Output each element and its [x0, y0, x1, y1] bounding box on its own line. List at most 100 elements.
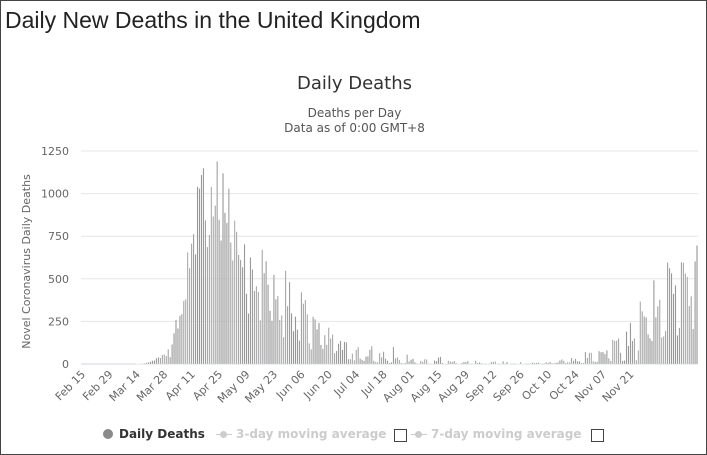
bar — [420, 360, 422, 365]
bar — [355, 349, 357, 365]
bar — [318, 322, 320, 365]
bar — [535, 362, 538, 365]
bar — [382, 351, 385, 365]
bar — [629, 322, 632, 365]
bar — [494, 361, 497, 365]
bar — [608, 358, 610, 365]
bar — [335, 350, 338, 365]
bar — [302, 303, 305, 365]
bar — [232, 260, 234, 365]
bar — [453, 360, 455, 365]
bar — [549, 361, 551, 365]
bar — [551, 363, 553, 365]
bar — [627, 345, 630, 365]
bar — [455, 362, 457, 365]
bar — [439, 356, 442, 365]
bar — [333, 352, 336, 365]
bar — [619, 352, 622, 365]
bar — [349, 358, 352, 365]
bar — [257, 291, 260, 365]
bar — [357, 346, 359, 365]
bar — [337, 343, 340, 365]
bar — [617, 338, 620, 365]
bar — [310, 349, 312, 365]
legend-checkbox-7-day[interactable] — [591, 429, 604, 442]
bar — [151, 360, 154, 365]
bar — [580, 362, 583, 365]
bar — [275, 299, 277, 365]
bar — [339, 340, 342, 365]
chart-subtitle-date: Data as of 0:00 GMT+8 — [284, 121, 425, 135]
bar — [143, 362, 146, 365]
bar — [390, 361, 393, 365]
legend-label-3-day: 3-day moving average — [236, 427, 387, 441]
bar — [288, 281, 291, 365]
bar — [341, 349, 344, 365]
legend-marker-daily-deaths — [103, 429, 113, 439]
bar — [183, 300, 185, 365]
bar — [286, 305, 289, 365]
bar — [392, 346, 395, 365]
bar — [304, 299, 307, 365]
bar — [145, 362, 148, 365]
bar — [249, 257, 252, 365]
bar — [570, 357, 573, 365]
bar — [367, 356, 369, 365]
bar — [157, 357, 160, 365]
bar — [353, 359, 356, 365]
bar — [435, 360, 438, 365]
bar — [328, 327, 330, 365]
bar — [296, 329, 299, 365]
bar — [596, 361, 598, 365]
bar — [586, 357, 589, 365]
bar — [177, 328, 179, 365]
x-tick-label: Apr 11 — [163, 368, 198, 403]
bar — [326, 344, 328, 365]
bar — [159, 357, 162, 365]
bar — [576, 361, 579, 365]
legend-item-3-day-average[interactable]: 3-day moving average — [216, 427, 386, 441]
bar — [423, 358, 426, 365]
bar — [398, 359, 401, 365]
bar — [329, 338, 332, 365]
y-tick-label: 1250 — [41, 145, 69, 158]
bar — [267, 284, 269, 365]
bar — [568, 361, 571, 365]
bar — [531, 362, 534, 365]
bar — [467, 360, 469, 365]
bar — [294, 316, 297, 365]
bar — [598, 350, 600, 365]
bar — [612, 339, 614, 365]
bar — [365, 356, 367, 365]
bar — [269, 310, 271, 365]
bar — [416, 363, 418, 365]
bar — [190, 243, 193, 365]
bar — [247, 313, 250, 365]
bar — [502, 361, 504, 365]
bar — [290, 313, 293, 365]
bar — [670, 273, 673, 365]
bar — [561, 359, 563, 365]
bar — [218, 219, 220, 365]
bar — [396, 357, 399, 365]
legend-item-daily-deaths[interactable]: Daily Deaths — [103, 427, 205, 441]
bar — [666, 262, 669, 365]
bar — [165, 355, 167, 365]
bar — [277, 295, 279, 365]
legend-checkbox-3-day[interactable] — [394, 429, 407, 442]
bar — [582, 362, 585, 365]
bar — [292, 330, 295, 365]
bar — [680, 261, 683, 365]
bar — [380, 357, 383, 365]
bar — [271, 320, 273, 365]
legend-marker-7-day — [411, 429, 427, 439]
bar — [690, 296, 692, 365]
bar — [245, 293, 248, 365]
legend-item-7-day-average[interactable]: 7-day moving average — [411, 427, 581, 441]
bar — [216, 161, 218, 365]
bar — [655, 317, 657, 365]
bar — [331, 334, 334, 365]
bar — [621, 360, 624, 365]
bar — [645, 317, 647, 365]
